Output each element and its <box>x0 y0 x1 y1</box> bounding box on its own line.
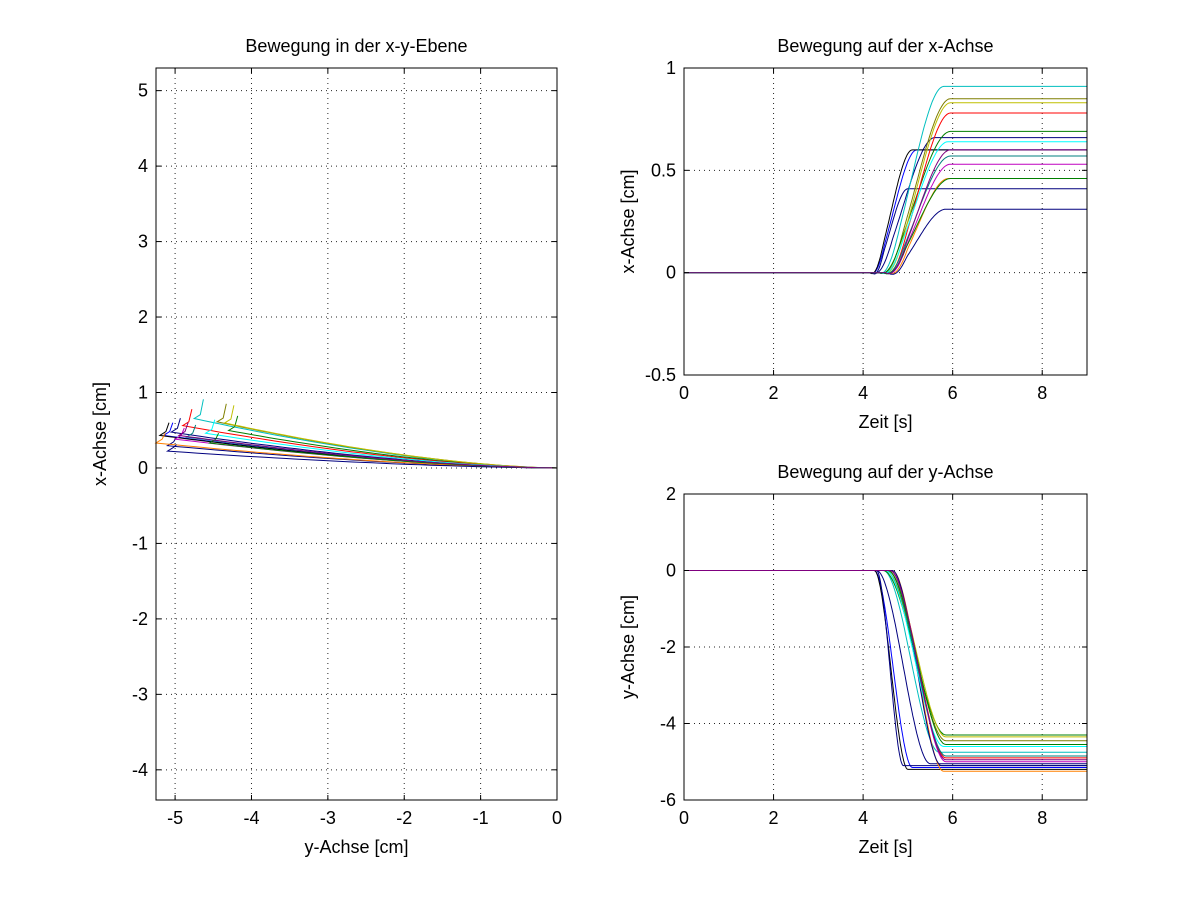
y-tick-label: 2 <box>666 484 676 504</box>
series-line-x-6 <box>684 130 1087 275</box>
chart-title: Bewegung in der x-y-Ebene <box>245 36 467 56</box>
x-tick-label: 0 <box>552 808 562 828</box>
series-line-x-1 <box>684 137 1087 275</box>
series-line-x-5 <box>684 98 1087 274</box>
series-line-x-12 <box>684 141 1087 275</box>
y-tick-label: -4 <box>660 714 676 734</box>
y-tick-label: 0 <box>666 561 676 581</box>
plot-area <box>156 68 557 800</box>
plot-area <box>684 68 1087 375</box>
x-tick-label: 6 <box>948 383 958 403</box>
chart-title: Bewegung auf der y-Achse <box>777 462 993 482</box>
axes-frame <box>155 67 558 801</box>
series-line-x-15 <box>684 149 1087 275</box>
series-line-y-12 <box>684 570 1087 747</box>
series-layer <box>684 85 1087 275</box>
plots-layer: -5 -4 -3 -2 -1 0 -4 -3 -2 -1 0 1 2 3 4 5 Bewegung in der… <box>90 36 1088 857</box>
x-tick-label: -2 <box>396 808 412 828</box>
y-tick-label: -6 <box>660 790 676 810</box>
series-line-y-3 <box>684 570 1087 767</box>
x-tick-label: -4 <box>243 808 259 828</box>
series-layer <box>154 399 558 469</box>
series-line-y-2 <box>684 570 1087 770</box>
x-tick-label: 0 <box>679 383 689 403</box>
x-tick-label: 8 <box>1037 383 1047 403</box>
chart-title: Bewegung auf der x-Achse <box>777 36 993 56</box>
y-tick-label: -0.5 <box>645 365 676 385</box>
series-line-x-0 <box>684 149 1087 275</box>
x-axis-label: y-Achse [cm] <box>304 837 408 857</box>
x-tick-label: -3 <box>320 808 336 828</box>
x-tick-label: 2 <box>769 808 779 828</box>
axes-frame <box>683 67 1088 376</box>
series-line-y-0 <box>684 570 1087 768</box>
series-line-x-7 <box>684 102 1087 274</box>
series-line-y-15 <box>684 570 1087 761</box>
x-tick-label: -1 <box>473 808 489 828</box>
y-axis-label: x-Achse [cm] <box>90 382 110 486</box>
x-tick-label: 6 <box>948 808 958 828</box>
y-axis-label: y-Achse [cm] <box>618 595 638 699</box>
x-tick-label: 8 <box>1037 808 1047 828</box>
series-line-x-4 <box>684 85 1087 274</box>
x-tick-label: 2 <box>769 383 779 403</box>
y-tick-label: -1 <box>132 533 148 553</box>
x-tick-label: 4 <box>858 808 868 828</box>
chart-xy: -5 -4 -3 -2 -1 0 -4 -3 -2 -1 0 1 2 3 4 5 Bewegung in der… <box>90 36 562 857</box>
series-line-xy-11 <box>165 444 558 469</box>
y-tick-label: 0.5 <box>651 160 676 180</box>
x-tick-label: 4 <box>858 383 868 403</box>
series-line-xy-15 <box>177 422 558 469</box>
series-line-x-3 <box>684 188 1087 275</box>
series-line-x-9 <box>684 163 1087 275</box>
y-tick-label: -4 <box>132 760 148 780</box>
y-tick-label: 1 <box>666 58 676 78</box>
chart-yt: 0 2 4 6 8 -6 -4 -2 0 2 Bewegung auf der y-Achse Zei… <box>618 462 1088 857</box>
y-tick-label: 1 <box>138 382 148 402</box>
series-line-x-11 <box>684 208 1087 275</box>
y-tick-label: 2 <box>138 307 148 327</box>
y-tick-label: 0 <box>138 458 148 478</box>
series-line-xy-7 <box>223 405 558 469</box>
y-tick-label: 4 <box>138 156 148 176</box>
y-tick-label: 0 <box>666 263 676 283</box>
x-axis-label: Zeit [s] <box>858 412 912 432</box>
x-tick-label: -5 <box>167 808 183 828</box>
x-axis-label: Zeit [s] <box>858 837 912 857</box>
y-tick-label: 3 <box>138 232 148 252</box>
y-axis-label: x-Achse [cm] <box>618 169 638 273</box>
y-tick-label: -2 <box>660 637 676 657</box>
y-tick-label: 5 <box>138 81 148 101</box>
series-line-x-10 <box>684 178 1087 275</box>
series-line-x-2 <box>684 149 1087 275</box>
series-layer <box>684 570 1087 772</box>
y-tick-label: -2 <box>132 609 148 629</box>
y-tick-label: -3 <box>132 684 148 704</box>
x-tick-label: 0 <box>679 808 689 828</box>
series-line-y-1 <box>684 570 1087 765</box>
